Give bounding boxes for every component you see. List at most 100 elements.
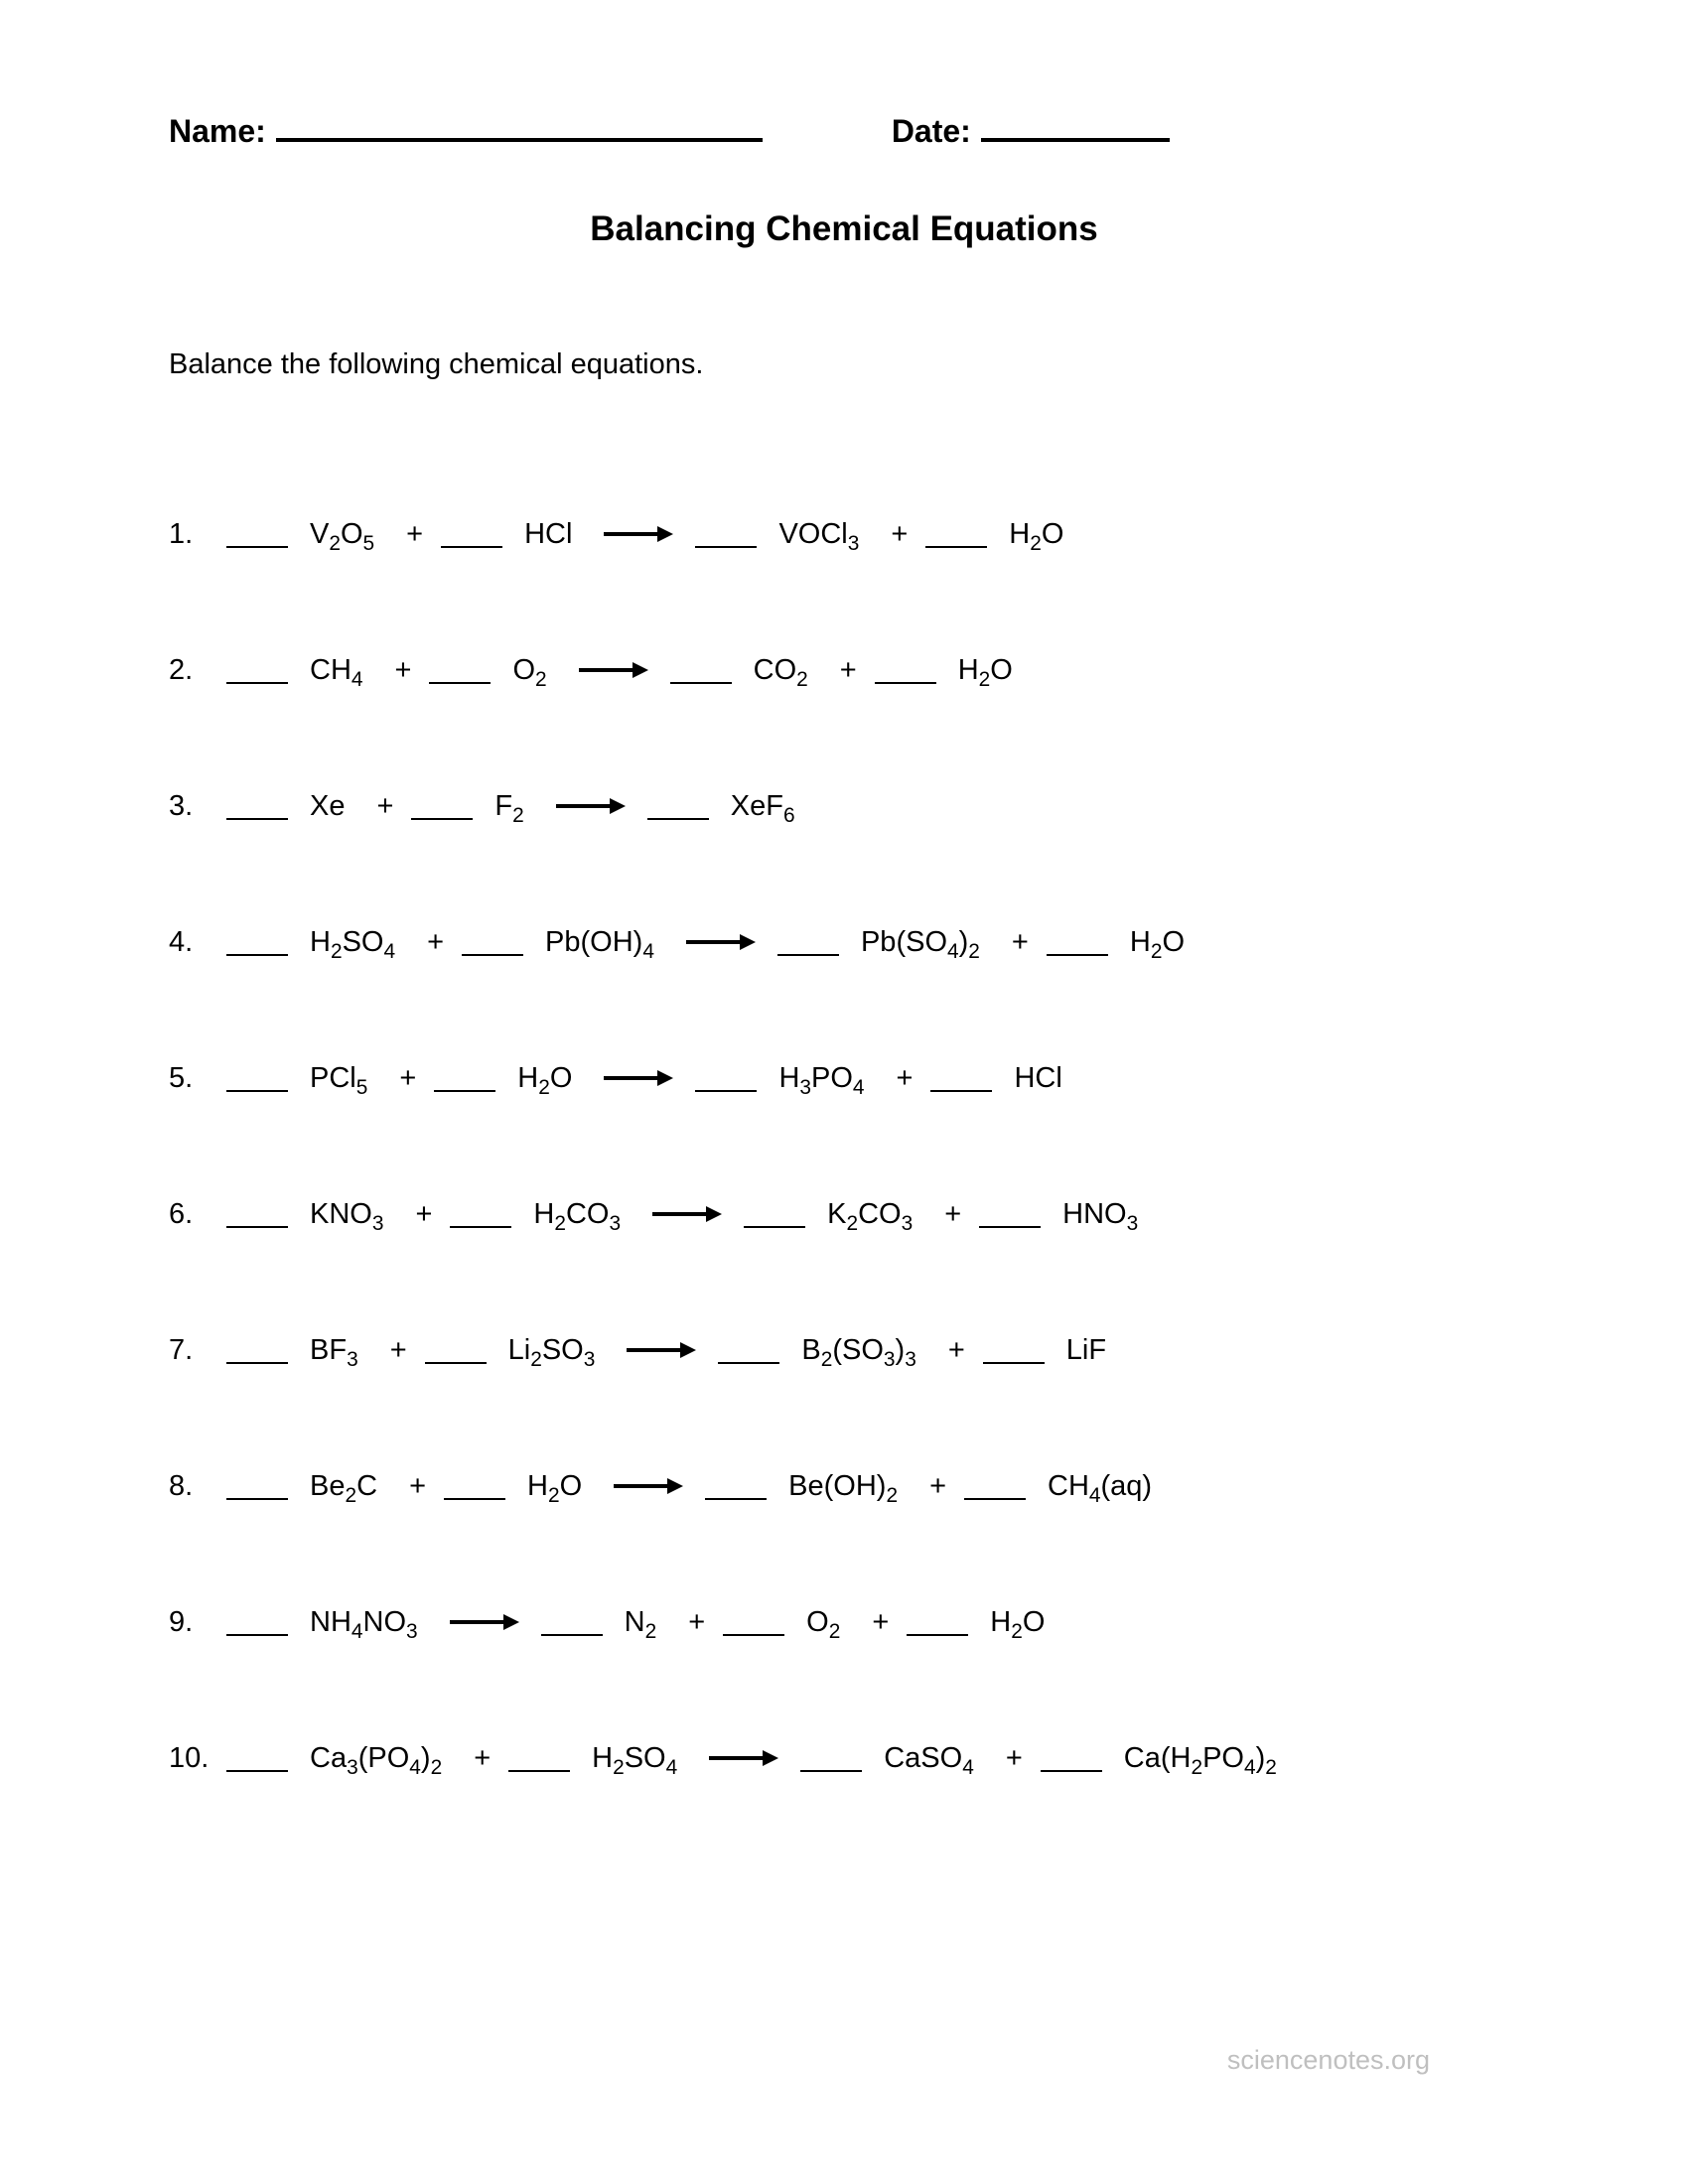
chemical-species: Ca(H2PO4)2: [1106, 1744, 1295, 1773]
plus-operator: +: [674, 1608, 719, 1637]
plus-operator: +: [877, 520, 921, 549]
plus-operator: +: [413, 928, 458, 957]
equation-number: 6.: [169, 1200, 222, 1229]
coefficient-blank[interactable]: [434, 1065, 495, 1092]
plus-operator: +: [460, 1744, 504, 1773]
chemical-species: K2CO3: [809, 1200, 930, 1229]
coefficient-blank[interactable]: [429, 657, 491, 684]
reaction-arrow-icon: [600, 1475, 701, 1497]
coefficient-blank[interactable]: [647, 793, 709, 820]
chemical-species: BF3: [292, 1336, 376, 1365]
equation-row: 5.PCl5+H2OH3PO4+HCl: [169, 1064, 1519, 1093]
plus-operator: +: [858, 1608, 903, 1637]
reaction-arrow-icon: [638, 1203, 740, 1225]
equation-row: 7.BF3+Li2SO3B2(SO3)3+LiF: [169, 1336, 1519, 1365]
coefficient-blank[interactable]: [226, 929, 288, 956]
equation-number: 2.: [169, 656, 222, 685]
equation-number: 10.: [169, 1744, 222, 1773]
chemical-species: H2O: [972, 1608, 1062, 1637]
coefficient-blank[interactable]: [979, 1201, 1041, 1228]
header-row: Name: Date:: [169, 109, 1519, 150]
chemical-species: Pb(SO4)2: [843, 928, 998, 957]
coefficient-blank[interactable]: [450, 1201, 511, 1228]
chemical-species: H2CO3: [515, 1200, 638, 1229]
coefficient-blank[interactable]: [670, 657, 732, 684]
date-label: Date:: [892, 113, 971, 150]
coefficient-blank[interactable]: [718, 1337, 779, 1364]
coefficient-blank[interactable]: [705, 1473, 767, 1500]
reaction-arrow-icon: [436, 1611, 537, 1633]
reaction-arrow-icon: [695, 1747, 796, 1769]
plus-operator: +: [385, 1064, 430, 1093]
coefficient-blank[interactable]: [226, 793, 288, 820]
chemical-species: CH4: [292, 656, 381, 685]
coefficient-blank[interactable]: [907, 1609, 968, 1636]
chemical-species: CO2: [736, 656, 826, 685]
date-blank-line[interactable]: [981, 109, 1170, 142]
coefficient-blank[interactable]: [444, 1473, 505, 1500]
chemical-species: KNO3: [292, 1200, 401, 1229]
coefficient-blank[interactable]: [508, 1745, 570, 1772]
chemical-species: H2O: [509, 1472, 600, 1501]
reaction-arrow-icon: [613, 1339, 714, 1361]
equation-row: 6.KNO3+H2CO3K2CO3+HNO3: [169, 1200, 1519, 1229]
plus-operator: +: [392, 520, 437, 549]
coefficient-blank[interactable]: [695, 1065, 757, 1092]
plus-operator: +: [395, 1472, 440, 1501]
coefficient-blank[interactable]: [875, 657, 936, 684]
coefficient-blank[interactable]: [226, 1337, 288, 1364]
coefficient-blank[interactable]: [925, 521, 987, 548]
instructions-text: Balance the following chemical equations…: [169, 348, 1519, 381]
coefficient-blank[interactable]: [777, 929, 839, 956]
chemical-species: Li2SO3: [491, 1336, 614, 1365]
coefficient-blank[interactable]: [226, 1609, 288, 1636]
reaction-arrow-icon: [590, 523, 691, 545]
chemical-species: H2O: [991, 520, 1081, 549]
coefficient-blank[interactable]: [930, 1065, 992, 1092]
chemical-species: HCl: [506, 520, 590, 549]
chemical-species: H2SO4: [574, 1744, 695, 1773]
coefficient-blank[interactable]: [964, 1473, 1026, 1500]
coefficient-blank[interactable]: [462, 929, 523, 956]
coefficient-blank[interactable]: [541, 1609, 603, 1636]
coefficient-blank[interactable]: [226, 657, 288, 684]
chemical-species: XeF6: [713, 792, 813, 821]
plus-operator: +: [362, 792, 407, 821]
chemical-species: PCl5: [292, 1064, 385, 1093]
coefficient-blank[interactable]: [226, 1065, 288, 1092]
plus-operator: +: [998, 928, 1043, 957]
chemical-species: N2: [607, 1608, 675, 1637]
equation-number: 8.: [169, 1472, 222, 1501]
coefficient-blank[interactable]: [800, 1745, 862, 1772]
reaction-arrow-icon: [590, 1067, 691, 1089]
equation-number: 9.: [169, 1608, 222, 1637]
plus-operator: +: [883, 1064, 927, 1093]
chemical-species: H2O: [940, 656, 1031, 685]
plus-operator: +: [992, 1744, 1037, 1773]
chemical-species: Be(OH)2: [771, 1472, 915, 1501]
plus-operator: +: [401, 1200, 446, 1229]
coefficient-blank[interactable]: [1041, 1745, 1102, 1772]
reaction-arrow-icon: [672, 931, 774, 953]
equation-number: 7.: [169, 1336, 222, 1365]
coefficient-blank[interactable]: [441, 521, 502, 548]
coefficient-blank[interactable]: [695, 521, 757, 548]
footer-attribution: sciencenotes.org: [1227, 2045, 1430, 2076]
chemical-species: CH4(aq): [1030, 1472, 1170, 1501]
coefficient-blank[interactable]: [723, 1609, 784, 1636]
equation-row: 4.H2SO4+Pb(OH)4Pb(SO4)2+H2O: [169, 928, 1519, 957]
coefficient-blank[interactable]: [226, 1745, 288, 1772]
coefficient-blank[interactable]: [983, 1337, 1045, 1364]
chemical-species: V2O5: [292, 520, 392, 549]
coefficient-blank[interactable]: [1047, 929, 1108, 956]
chemical-species: H2O: [499, 1064, 590, 1093]
coefficient-blank[interactable]: [425, 1337, 487, 1364]
coefficient-blank[interactable]: [226, 1473, 288, 1500]
coefficient-blank[interactable]: [744, 1201, 805, 1228]
coefficient-blank[interactable]: [226, 521, 288, 548]
chemical-species: Xe: [292, 792, 362, 821]
coefficient-blank[interactable]: [411, 793, 473, 820]
equation-number: 1.: [169, 520, 222, 549]
name-blank-line[interactable]: [276, 109, 763, 142]
coefficient-blank[interactable]: [226, 1201, 288, 1228]
